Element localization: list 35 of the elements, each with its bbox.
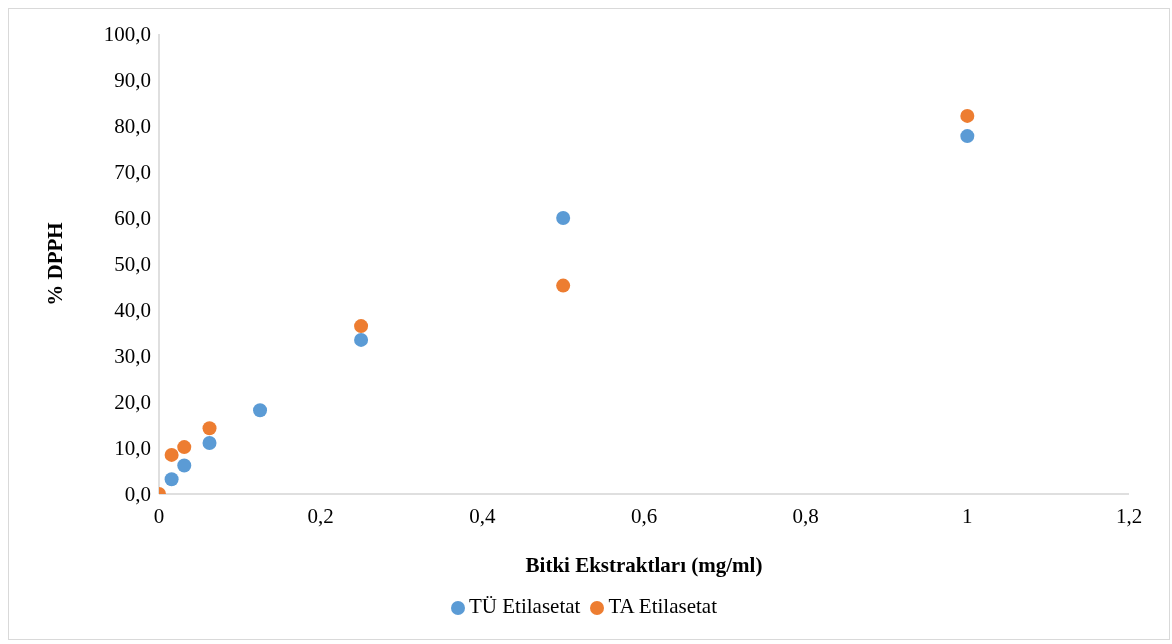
y-tick-label: 40,0 [114, 298, 151, 323]
x-tick-label: 0,8 [792, 503, 819, 528]
point [354, 319, 369, 334]
x-axis-title: Bitki Ekstraktları (mg/ml) [525, 553, 763, 577]
point [960, 129, 975, 144]
y-tick-label: 0,0 [124, 482, 151, 507]
x-tick-label: 0,2 [307, 503, 334, 528]
y-tick-label: 60,0 [114, 206, 151, 231]
x-tick-label: 0 [153, 503, 165, 528]
x-tick-label: 1,2 [1115, 503, 1143, 528]
legend-label: TA Etilasetat [608, 594, 717, 618]
point [164, 447, 179, 462]
y-tick-label: 90,0 [114, 68, 151, 93]
point [253, 403, 268, 418]
y-tick-label: 20,0 [114, 390, 151, 415]
point [202, 421, 217, 436]
x-tick-label: 0,4 [469, 503, 496, 528]
point [960, 108, 975, 123]
legend-label: TÜ Etilasetat [469, 594, 581, 618]
x-tick-label: 1 [962, 503, 973, 528]
y-tick-label: 30,0 [114, 344, 151, 369]
point [177, 458, 192, 473]
point [556, 278, 571, 293]
point [202, 435, 217, 450]
point [164, 472, 179, 487]
y-tick-label: 50,0 [114, 252, 151, 277]
y-tick-label: 100,0 [103, 22, 151, 47]
point [354, 332, 369, 347]
x-tick-label: 0,6 [630, 503, 658, 528]
y-axis-title: % DPPH [43, 222, 68, 306]
point [177, 440, 192, 455]
y-tick-label: 70,0 [114, 160, 151, 185]
y-tick-label: 10,0 [114, 436, 151, 461]
point [556, 211, 571, 225]
y-tick-label: 80,0 [114, 114, 151, 139]
